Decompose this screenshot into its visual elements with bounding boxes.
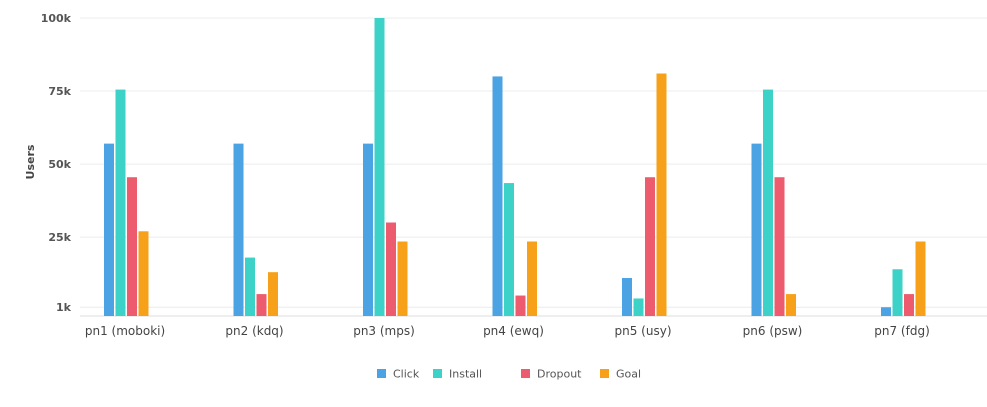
y-axis-title: Users [24,144,37,179]
bar-dropout-7[interactable] [904,294,914,316]
x-category-label: pn3 (mps) [353,324,415,338]
x-category-label: pn6 (psw) [743,324,803,338]
legend-label: Dropout [537,368,582,381]
legend: Click Install Dropout Goal [377,368,641,381]
bar-click-4[interactable] [492,76,503,317]
legend-label: Goal [616,368,641,381]
legend-label: Install [449,368,482,381]
bar-dropout-2[interactable] [256,294,267,316]
bar-goal-6[interactable] [786,294,796,316]
bar-goal-5[interactable] [656,73,667,317]
bar-install-3[interactable] [374,18,385,316]
bar-dropout-6[interactable] [774,177,785,316]
y-tick-label: 25k [48,231,71,244]
y-tick-label: 75k [48,85,71,98]
bar-dropout-3[interactable] [386,222,396,316]
bar-click-1[interactable] [104,143,114,316]
y-tick-label: 50k [48,158,71,171]
bars [104,18,926,317]
bar-click-7[interactable] [881,307,891,316]
bar-install-6[interactable] [763,89,773,316]
bar-dropout-5[interactable] [645,177,655,316]
bar-install-4[interactable] [504,183,514,316]
x-category-label: pn1 (moboki) [85,324,165,338]
bar-install-7[interactable] [892,269,903,316]
x-category-label: pn7 (fdg) [874,324,930,338]
bar-click-6[interactable] [751,143,762,316]
bar-goal-2[interactable] [268,272,278,316]
bar-click-3[interactable] [363,143,373,316]
x-axis-categories: pn1 (moboki) pn2 (kdq) pn3 (mps) pn4 (ewq) p… [85,324,930,338]
legend-swatch [377,369,386,378]
legend-swatch [433,369,442,378]
legend-swatch [521,369,530,378]
bar-install-5[interactable] [633,298,644,316]
y-axis-ticks: 1k 25k 50k 75k 100k [41,12,72,314]
bar-dropout-1[interactable] [127,177,137,316]
bar-install-2[interactable] [245,257,255,316]
legend-label: Click [393,368,420,381]
legend-swatch [600,369,609,378]
y-tick-label: 1k [56,301,72,314]
x-category-label: pn5 (usy) [615,324,672,338]
y-tick-label: 100k [41,12,72,25]
x-category-label: pn2 (kdq) [225,324,283,338]
bar-click-2[interactable] [233,143,244,316]
x-category-label: pn4 (ewq) [483,324,544,338]
legend-item-install[interactable]: Install [433,368,482,381]
bar-install-1[interactable] [115,89,126,316]
legend-item-click[interactable]: Click [377,368,420,381]
bar-goal-1[interactable] [138,231,149,316]
bar-goal-7[interactable] [915,241,926,317]
legend-item-dropout[interactable]: Dropout [521,368,582,381]
bar-click-5[interactable] [622,278,632,316]
legend-item-goal[interactable]: Goal [600,368,641,381]
bar-dropout-4[interactable] [515,295,526,316]
bar-goal-4[interactable] [527,241,537,317]
bar-goal-3[interactable] [397,241,408,317]
